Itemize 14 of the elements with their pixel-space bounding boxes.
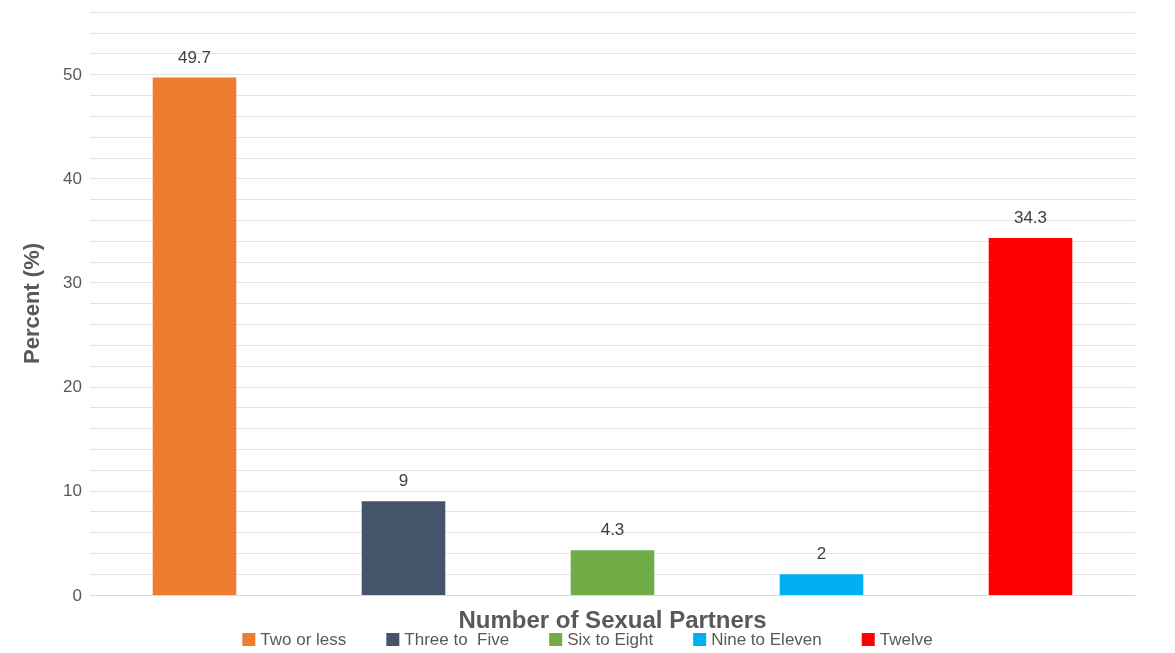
data-label: 9 <box>398 471 409 491</box>
y-tick-label: 20 <box>63 377 82 397</box>
y-tick-label: 0 <box>72 585 82 605</box>
y-tick-label: 50 <box>63 64 82 84</box>
data-label: 4.3 <box>600 520 625 540</box>
y-tick-label: 30 <box>63 273 82 293</box>
data-label: 49.7 <box>177 47 212 67</box>
y-axis-title: Percent (%) <box>18 242 44 365</box>
legend-label: Twelve <box>879 630 933 649</box>
data-label: 2 <box>816 544 827 564</box>
legend-label: Two or less <box>260 630 347 649</box>
data-label: 34.3 <box>1013 207 1048 227</box>
y-tick-label: 10 <box>63 481 82 501</box>
y-tick-label: 40 <box>63 169 82 189</box>
